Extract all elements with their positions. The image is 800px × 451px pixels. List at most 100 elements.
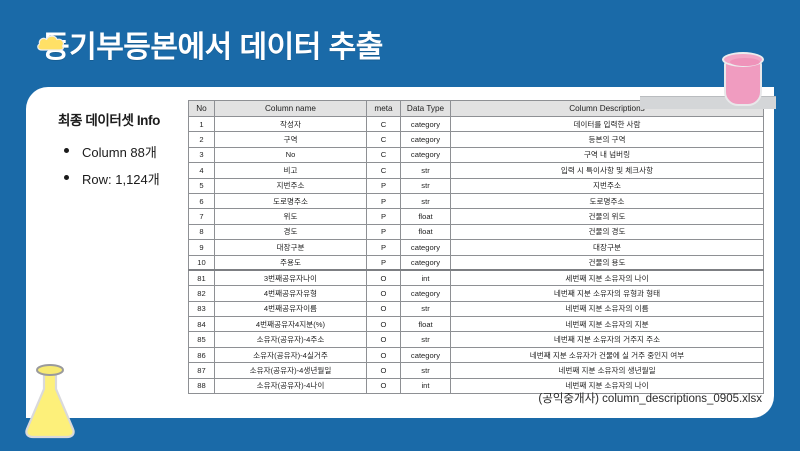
- cell-no: 85: [188, 331, 215, 348]
- cell-name: 구역: [214, 131, 367, 148]
- cell-name: No: [214, 146, 367, 164]
- source-file-caption: (공익중개사) column_descriptions_0905.xlsx: [538, 393, 762, 405]
- cell-type: str: [400, 177, 451, 194]
- cell-type: category: [400, 115, 451, 133]
- cell-desc: 네번째 지분 소유자의 지분: [450, 316, 764, 333]
- list-item: Column 88개: [58, 142, 210, 161]
- cell-meta: O: [366, 269, 401, 287]
- cell-meta: C: [366, 146, 401, 164]
- cell-type: category: [400, 285, 451, 302]
- cell-meta: P: [366, 208, 401, 225]
- cell-no: 3: [188, 146, 215, 164]
- cell-name: 작성자: [214, 115, 367, 133]
- cell-name: 4번째공유자이름: [214, 300, 367, 318]
- cell-meta: C: [366, 115, 401, 133]
- cell-no: 9: [188, 239, 215, 256]
- dataset-info-block: 최종 데이터셋 Info Column 88개 Row: 1,124개: [58, 109, 210, 196]
- pink-cup-icon: [722, 52, 764, 108]
- cell-name: 4번째공유자4지분(%): [214, 316, 367, 333]
- dataset-table-wrapper: No Column name meta Data Type Column Des…: [188, 100, 764, 395]
- cell-meta: O: [366, 331, 401, 348]
- cell-type: category: [400, 239, 451, 256]
- cell-type: category: [400, 131, 451, 148]
- cell-type: str: [400, 300, 451, 318]
- yellow-cloud-icon: [37, 35, 64, 51]
- table-header: No Column name meta Data Type Column Des…: [188, 100, 764, 117]
- dataset-table: No Column name meta Data Type Column Des…: [188, 100, 764, 395]
- cell-type: float: [400, 223, 451, 241]
- cell-no: 2: [188, 131, 215, 148]
- cell-meta: O: [366, 377, 401, 395]
- cell-type: float: [400, 316, 451, 333]
- column-header-meta: meta: [366, 100, 401, 117]
- cell-name: 주용도: [214, 254, 367, 271]
- cup-rim-shape: [722, 52, 764, 67]
- cell-type: int: [400, 377, 451, 395]
- cell-type: category: [400, 346, 451, 364]
- yellow-flask-icon: [25, 364, 75, 439]
- cell-desc: 데이터를 입력한 사람: [450, 115, 764, 133]
- cell-no: 6: [188, 192, 215, 210]
- content-panel: 최종 데이터셋 Info Column 88개 Row: 1,124개 No C…: [26, 87, 774, 418]
- cell-type: str: [400, 192, 451, 210]
- cell-name: 위도: [214, 208, 367, 225]
- dataset-info-heading: 최종 데이터셋 Info: [58, 113, 160, 128]
- cell-name: 소유자(공유자)-4생년월일: [214, 362, 367, 379]
- cell-meta: O: [366, 362, 401, 379]
- cell-no: 10: [188, 254, 215, 271]
- cell-type: category: [400, 254, 451, 271]
- cell-meta: O: [366, 285, 401, 302]
- cell-name: 3번째공유자나이: [214, 269, 367, 287]
- cell-desc: 구역 내 넘버링: [450, 146, 764, 164]
- cell-meta: P: [366, 223, 401, 241]
- cell-type: float: [400, 208, 451, 225]
- cell-type: str: [400, 162, 451, 179]
- cell-meta: O: [366, 300, 401, 318]
- cell-meta: P: [366, 192, 401, 210]
- cell-desc: 건물의 경도: [450, 223, 764, 241]
- cell-no: 5: [188, 177, 215, 194]
- cell-type: str: [400, 362, 451, 379]
- cell-meta: P: [366, 239, 401, 256]
- cell-type: str: [400, 331, 451, 348]
- cell-desc: 세번째 지분 소유자의 나이: [450, 269, 764, 287]
- cell-desc: 네번째 지분 소유자의 거주지 주소: [450, 331, 764, 348]
- cell-meta: O: [366, 316, 401, 333]
- cell-name: 소유자(공유자)-4실거주: [214, 346, 367, 364]
- cell-name: 소유자(공유자)-4나이: [214, 377, 367, 395]
- column-header-name: Column name: [214, 100, 367, 117]
- cell-desc: 네번째 지분 소유자의 유형과 형태: [450, 285, 764, 302]
- cell-meta: O: [366, 346, 401, 364]
- cell-name: 대장구분: [214, 239, 367, 256]
- column-header-type: Data Type: [400, 100, 451, 117]
- cell-desc: 건물의 위도: [450, 208, 764, 225]
- cell-type: category: [400, 146, 451, 164]
- cell-desc: 지번주소: [450, 177, 764, 194]
- table-header-row: No Column name meta Data Type Column Des…: [188, 100, 764, 117]
- cell-meta: C: [366, 162, 401, 179]
- cell-name: 도로명주소: [214, 192, 367, 210]
- cell-no: 1: [188, 115, 215, 133]
- cell-no: 82: [188, 285, 215, 302]
- cell-desc: 입력 시 특이사항 및 체크사항: [450, 162, 764, 179]
- cell-desc: 대장구분: [450, 239, 764, 256]
- cell-desc: 네번째 지분 소유자가 건물에 실 거주 중인지 여부: [450, 346, 764, 364]
- list-item: Row: 1,124개: [58, 169, 210, 188]
- page-title: 등기부등본에서 데이터 추출: [42, 31, 383, 64]
- cell-desc: 네번째 지분 소유자의 나이: [450, 377, 764, 395]
